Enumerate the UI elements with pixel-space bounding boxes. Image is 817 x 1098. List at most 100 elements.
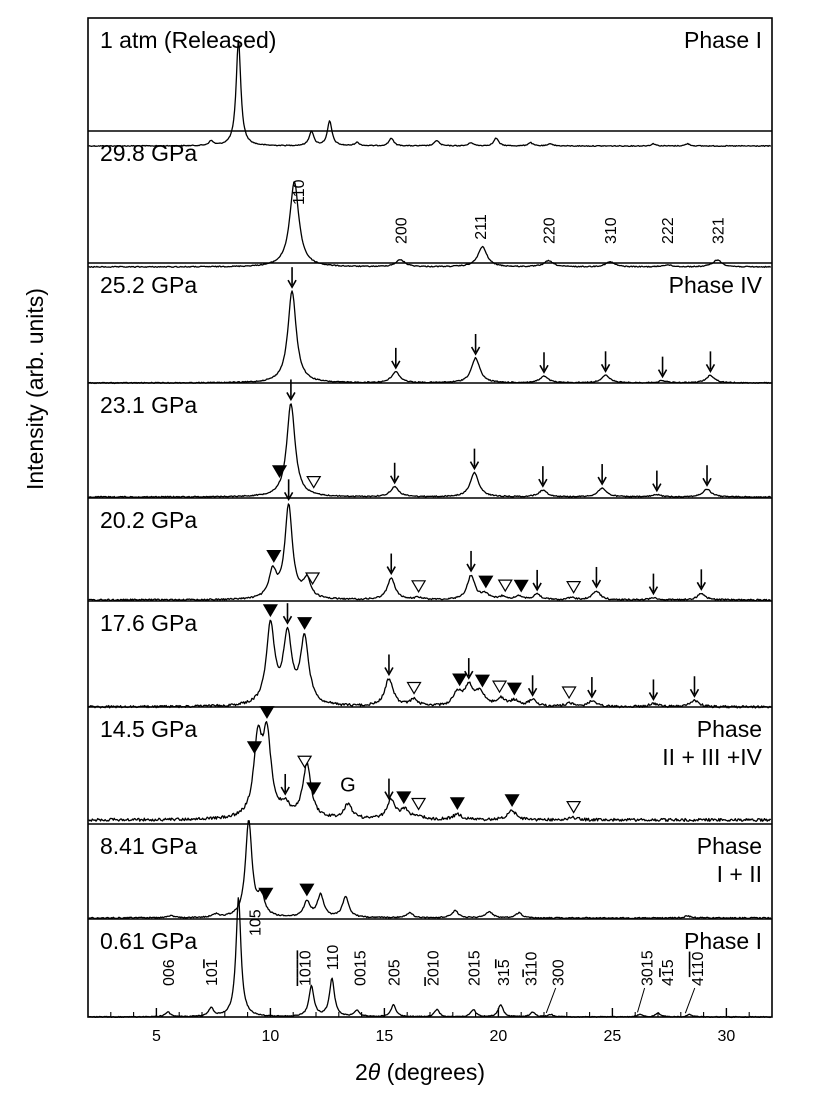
miller-index-digit: 1 xyxy=(291,188,308,197)
peak-arrow-head xyxy=(702,477,712,487)
peak-arrow-head xyxy=(527,687,538,697)
peak-arrow-head xyxy=(391,360,401,370)
peak-arrow-head xyxy=(280,786,290,796)
miller-index-digit: 2 xyxy=(387,977,404,986)
peak-arrow-head xyxy=(283,491,294,501)
miller-index-digit: 0 xyxy=(352,977,369,986)
miller-index: 300 xyxy=(551,959,568,986)
miller-index-digit: 3 xyxy=(603,235,620,244)
miller-index: 4110 xyxy=(690,951,707,986)
miller-index-digit: 4 xyxy=(690,977,707,986)
open-triangle-marker xyxy=(566,581,582,594)
miller-index-digit: 0 xyxy=(393,226,410,235)
peak-arrow-head xyxy=(539,364,549,374)
open-triangle-marker xyxy=(411,797,427,811)
open-triangle-marker xyxy=(411,580,427,593)
miller-index-digit: 1 xyxy=(204,977,221,986)
open-triangle-marker xyxy=(491,680,508,694)
miller-index-digit: 1 xyxy=(690,960,707,969)
miller-index-digit: 5 xyxy=(387,959,404,968)
peak-arrow-head xyxy=(384,791,394,801)
miller-index-digit: 1 xyxy=(247,927,264,936)
miller-index-digit: 2 xyxy=(425,977,442,986)
open-triangle-marker xyxy=(497,579,513,593)
peak-arrow-head xyxy=(384,667,394,677)
x-tick-label: 5 xyxy=(152,1028,161,1045)
miller-index-digit: 5 xyxy=(352,950,369,959)
miller-index-digit: 3 xyxy=(523,977,540,986)
spectrum-panel-6 xyxy=(88,603,772,709)
filled-triangle-marker xyxy=(478,575,494,589)
peak-arrow-head xyxy=(466,563,476,573)
miller-index-digit: 2 xyxy=(542,235,559,244)
open-triangle-marker xyxy=(306,476,322,489)
peak-arrow-head xyxy=(652,483,662,493)
x-axis-label-prefix: 2 xyxy=(355,1059,368,1085)
miller-index-digit: 0 xyxy=(387,968,404,977)
x-tick-label: 20 xyxy=(490,1028,508,1045)
miller-index-digit: 0 xyxy=(466,968,483,977)
index-leader-line xyxy=(545,987,557,1014)
miller-index-digit: 0 xyxy=(161,968,178,977)
spectrum-panel-7 xyxy=(88,706,772,823)
peak-arrow-head xyxy=(648,692,659,702)
filled-triangle-marker xyxy=(396,791,412,805)
miller-index-digit: 3 xyxy=(496,977,513,986)
pressure-label: 0.61 GPa xyxy=(100,928,197,954)
phase-label: Phase I xyxy=(684,928,762,954)
miller-index: 222 xyxy=(660,217,677,244)
peak-arrow-head xyxy=(469,461,480,471)
peak-arrow-head xyxy=(600,363,611,373)
peak-arrow-head xyxy=(597,476,607,486)
miller-index-digit: 2 xyxy=(393,235,410,244)
miller-index-digit: 1 xyxy=(496,968,513,977)
peak-arrow-head xyxy=(696,581,707,591)
miller-index-digit: 0 xyxy=(542,217,559,226)
miller-index-digit: 0 xyxy=(523,951,540,960)
miller-index-digit: 2 xyxy=(660,217,677,226)
miller-index-digit: 1 xyxy=(473,214,490,223)
miller-index-digit: 0 xyxy=(204,968,221,977)
miller-index-digit: 0 xyxy=(603,217,620,226)
miller-index-digit: 0 xyxy=(425,950,442,959)
miller-index-digit: 1 xyxy=(523,968,540,977)
spectrum-trace xyxy=(88,39,772,148)
index-leader-line xyxy=(637,987,646,1013)
miller-index-digit: 1 xyxy=(660,968,677,977)
miller-index-digit: 3 xyxy=(710,235,727,244)
miller-index-digit: 2 xyxy=(466,977,483,986)
miller-index-digit: 1 xyxy=(325,954,342,963)
miller-index-digit: 1 xyxy=(523,960,540,969)
spectrum-panel-3 xyxy=(88,267,772,385)
filled-triangle-marker xyxy=(513,579,529,593)
miller-index: 310 xyxy=(603,217,620,244)
filled-triangle-marker xyxy=(271,465,288,478)
miller-index: 3015 xyxy=(640,950,657,986)
miller-index-digit: 6 xyxy=(161,959,178,968)
phase-label: Phase xyxy=(697,716,762,742)
miller-index-digit: 5 xyxy=(640,950,657,959)
miller-index: 211 xyxy=(473,214,490,240)
miller-index-digit: 0 xyxy=(425,968,442,977)
miller-index-digit: 1 xyxy=(473,222,490,231)
miller-index-digit: 0 xyxy=(161,977,178,986)
miller-index-digit: 1 xyxy=(690,968,707,977)
spectrum-panel-1 xyxy=(88,39,772,148)
miller-index-digit: 2 xyxy=(473,231,490,240)
spectrum-trace xyxy=(88,820,772,920)
miller-index-digit: 0 xyxy=(551,968,568,977)
x-axis-label-theta: θ xyxy=(368,1059,381,1085)
filled-triangle-marker xyxy=(306,782,322,796)
spectrum-trace xyxy=(88,721,772,823)
miller-index-digit: 1 xyxy=(710,217,727,226)
peak-arrow-head xyxy=(464,670,474,680)
filled-triangle-marker xyxy=(246,741,262,755)
spectrum-trace xyxy=(88,403,771,499)
miller-index-digit: 3 xyxy=(551,977,568,986)
peak-arrow-head xyxy=(287,279,297,289)
miller-index-digit: 1 xyxy=(291,196,308,205)
spectrum-panel-2 xyxy=(88,181,772,268)
miller-index-digit: 2 xyxy=(542,226,559,235)
peak-arrow-head xyxy=(705,363,716,373)
spectrum-panel-4 xyxy=(88,379,771,499)
